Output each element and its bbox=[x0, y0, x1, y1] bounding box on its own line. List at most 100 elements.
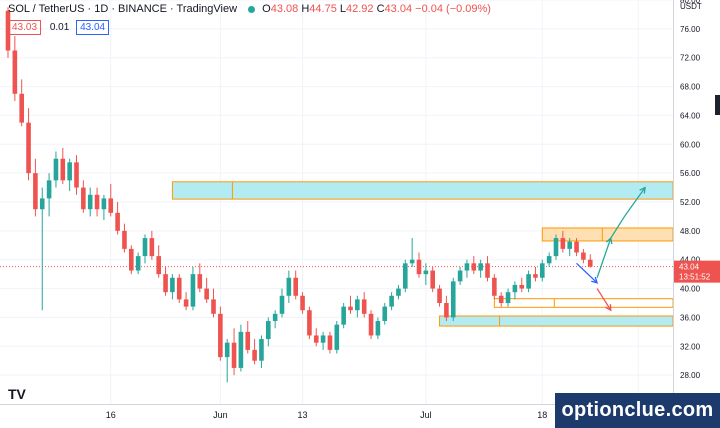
spread-value: 0.01 bbox=[49, 22, 70, 33]
candle-body bbox=[39, 198, 45, 210]
tradingview-logo-icon[interactable]: TV bbox=[8, 386, 26, 402]
time-tick-label: 16 bbox=[106, 410, 116, 420]
buy-button[interactable]: 43.04 bbox=[76, 20, 110, 35]
candle-body bbox=[546, 256, 552, 264]
candle-body bbox=[416, 259, 422, 275]
candle-body bbox=[368, 313, 374, 336]
price-tick-label: 68.00 bbox=[680, 83, 701, 92]
price-axis-bg bbox=[673, 0, 720, 428]
candle-body bbox=[170, 277, 175, 293]
time-tick-label: 18 bbox=[537, 410, 547, 420]
candle-body bbox=[334, 324, 340, 350]
price-axis[interactable]: USDT 28.00 32.00 36.00 40.00 44.00 48.00 52.00 5… bbox=[673, 0, 720, 428]
candle-body bbox=[389, 295, 394, 307]
candle-body bbox=[149, 238, 155, 257]
price-tick-label: 48.00 bbox=[680, 227, 701, 236]
candle-body bbox=[444, 303, 449, 318]
candle-body bbox=[183, 299, 189, 307]
candle-body bbox=[60, 158, 66, 181]
candle-body bbox=[382, 306, 388, 322]
candle-body bbox=[519, 284, 525, 289]
candle-body bbox=[238, 331, 244, 368]
candle-body bbox=[272, 313, 278, 322]
candle-body bbox=[5, 10, 11, 51]
time-tick-label: Jul bbox=[420, 410, 432, 420]
candle-body bbox=[67, 162, 72, 181]
watermark-logo: optionclue.com bbox=[555, 393, 720, 428]
candle-body bbox=[505, 292, 511, 303]
last-price-label: 43.04 bbox=[679, 263, 700, 272]
bearish-arrow-head bbox=[605, 304, 612, 312]
pullback-arrow bbox=[576, 262, 598, 284]
candle-body bbox=[560, 238, 566, 249]
candle-body bbox=[409, 259, 415, 264]
candle-body bbox=[129, 248, 134, 271]
candle-body bbox=[512, 284, 518, 293]
close-label: C bbox=[376, 3, 385, 15]
price-zones bbox=[171, 181, 674, 327]
candle-body bbox=[218, 313, 223, 358]
candle-body bbox=[430, 270, 435, 289]
price-zone-support bbox=[439, 315, 674, 327]
candle-body bbox=[87, 194, 93, 210]
candle-body bbox=[355, 299, 360, 311]
candle-body bbox=[135, 256, 141, 271]
price-tick-label: 44.00 bbox=[680, 256, 701, 265]
candle-body bbox=[567, 241, 572, 249]
price-tick-label: 36.00 bbox=[680, 313, 701, 322]
candle-body bbox=[375, 321, 381, 336]
price-tick-label: 52.00 bbox=[680, 198, 701, 207]
open-label: O bbox=[262, 3, 271, 15]
candle-body bbox=[526, 274, 531, 289]
candle-body bbox=[320, 335, 326, 343]
candle-body bbox=[327, 335, 333, 350]
price-tick-label: 28.00 bbox=[680, 371, 701, 380]
candle-body bbox=[115, 212, 120, 231]
candle-body bbox=[300, 295, 305, 311]
candle-body bbox=[553, 238, 559, 257]
market-status-icon bbox=[248, 5, 256, 13]
candle-body bbox=[540, 263, 545, 278]
candle-body bbox=[396, 288, 401, 296]
candle-body bbox=[101, 198, 107, 210]
scrollbar-handle[interactable] bbox=[715, 95, 720, 115]
price-tick-label: 64.00 bbox=[680, 111, 701, 120]
candle-body bbox=[53, 158, 59, 181]
symbol-title[interactable]: SOL / TetherUS · 1D · BINANCE · TradingV… bbox=[8, 3, 238, 15]
sell-button[interactable]: 43.03 bbox=[8, 20, 42, 35]
last-price-tag bbox=[674, 260, 720, 283]
candle-body bbox=[485, 263, 490, 278]
candle-body bbox=[457, 270, 463, 282]
close-value: 43.04 bbox=[384, 3, 413, 15]
candle-body bbox=[423, 270, 429, 275]
trade-panel: 43.03 0.01 43.04 bbox=[8, 20, 111, 35]
candle-body bbox=[450, 281, 456, 318]
time-tick-label: Jun bbox=[213, 410, 228, 420]
candle-body bbox=[259, 339, 264, 361]
candle-body bbox=[46, 180, 52, 199]
candle-body bbox=[437, 288, 442, 303]
low-value: 42.92 bbox=[346, 3, 374, 15]
price-tick-label: 56.00 bbox=[680, 169, 701, 178]
candle-body bbox=[286, 277, 292, 296]
price-tick-label: 80.00 bbox=[680, 0, 701, 5]
change-value: −0.04 (−0.09%) bbox=[415, 3, 491, 15]
price-tick-label: 72.00 bbox=[680, 54, 701, 63]
candle-body bbox=[156, 256, 161, 275]
chart-grid bbox=[0, 0, 673, 404]
candle-body bbox=[581, 252, 586, 260]
candle-body bbox=[478, 263, 483, 271]
candle-body bbox=[197, 274, 203, 289]
forecast-arrows bbox=[576, 186, 646, 312]
candle-body bbox=[252, 349, 257, 361]
candle-body bbox=[211, 299, 216, 314]
candle-body bbox=[204, 288, 209, 300]
low-label: L bbox=[339, 3, 346, 15]
bearish-arrow bbox=[596, 288, 612, 311]
price-tick-label: 60.00 bbox=[680, 140, 701, 149]
price-zone-resistance bbox=[171, 181, 674, 200]
candle-body bbox=[176, 277, 182, 300]
candle-body bbox=[190, 274, 196, 307]
open-value: 43.08 bbox=[270, 3, 299, 15]
